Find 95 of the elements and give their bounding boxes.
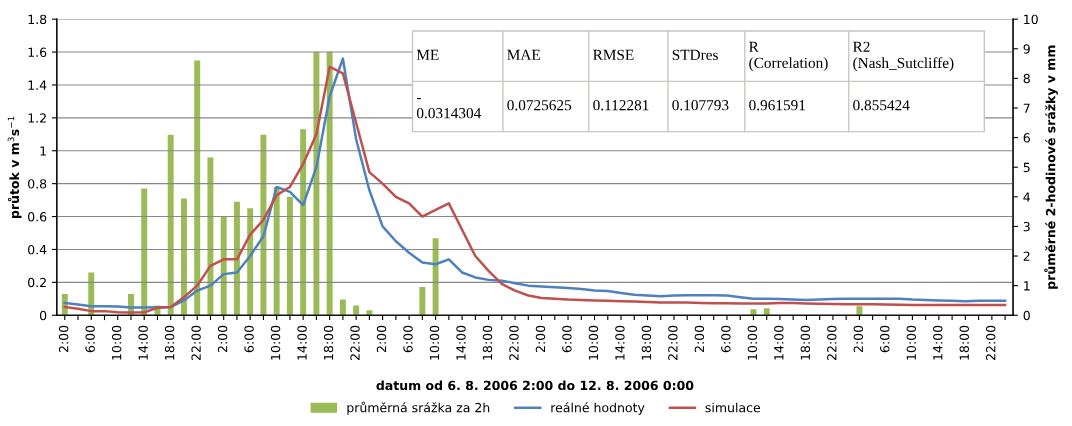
x-tick-label: 18:00: [482, 325, 493, 360]
x-tick-label: 14:00: [297, 325, 307, 360]
bar: [167, 134, 174, 316]
x-tick-label: 22:00: [986, 325, 996, 361]
bar: [141, 188, 148, 316]
annotation: STDres: [672, 49, 718, 60]
bar: [273, 187, 280, 316]
bar: [339, 299, 346, 316]
x-tick-label: 22:00: [191, 325, 201, 361]
annotation: 0.0725625: [507, 100, 572, 111]
y-tick-label: 0.8: [28, 179, 47, 189]
y2-tick-label: 4: [1023, 192, 1031, 202]
x-tick-label: 18:00: [323, 325, 334, 360]
y-tick-label: 1: [40, 146, 46, 156]
x-tick-label: 22:00: [668, 325, 678, 361]
x-tick-label: 2:00: [694, 325, 705, 353]
annotation: 0.855424: [853, 100, 910, 111]
bar: [220, 216, 227, 316]
x-tick-label: 6:00: [244, 325, 254, 353]
bar: [194, 60, 201, 316]
y-tick-label: 0: [39, 310, 47, 321]
annotation: - 0.0314304: [416, 98, 482, 119]
x-tick-label: 6:00: [721, 325, 731, 353]
annotation: RMSE: [593, 49, 634, 60]
y-tick-label: 0.2: [28, 277, 46, 288]
y2-tick-label: 0: [1023, 310, 1030, 321]
bar: [207, 157, 214, 316]
x-tick-label: 14:00: [933, 325, 943, 360]
y2-tick-label: 9: [1023, 44, 1030, 54]
x-tick-label: 2:00: [376, 325, 387, 353]
y2-tick-label: 2: [1023, 251, 1030, 261]
x-tick-label: 6:00: [85, 325, 95, 353]
x-tick-label: 10:00: [588, 325, 599, 360]
annotation: R2 (Nash_Sutcliffe): [853, 41, 954, 72]
legend-label: reálné hodnoty: [551, 402, 645, 415]
x-tick-label: 18:00: [959, 325, 969, 360]
x-tick-label: 2:00: [217, 325, 228, 353]
x-tick-label: 6:00: [562, 325, 572, 353]
annotation: 0.107793: [672, 100, 729, 111]
bar: [286, 196, 293, 316]
bar: [432, 238, 439, 316]
x-tick-label: 2:00: [853, 325, 864, 353]
y2-tick-label: 8: [1023, 73, 1030, 84]
y2-tick-label: 6: [1023, 133, 1030, 143]
bar: [260, 134, 267, 316]
x-tick-label: 18:00: [164, 325, 175, 360]
x-tick-label: 22:00: [509, 325, 519, 361]
legend-label: simulace: [705, 402, 761, 413]
x-tick-label: 14:00: [138, 325, 148, 360]
annotation: ME: [416, 49, 439, 60]
bar: [353, 305, 360, 316]
bar: [763, 308, 770, 316]
bar: [856, 306, 863, 316]
y-tick-label: 1.8: [28, 14, 47, 25]
annotation: 0.112281: [593, 100, 649, 111]
x-tick-label: 10:00: [270, 325, 281, 360]
y-tick-label: 1.6: [28, 47, 47, 57]
x-tick-label: 14:00: [615, 325, 625, 360]
annotation: MAE: [507, 49, 540, 60]
bar: [180, 198, 187, 316]
y-axis-title: průtok v m$^{3}$s$^{−1}$: [7, 116, 22, 218]
y-tick-label: 0.4: [28, 244, 47, 255]
x-tick-label: 2:00: [58, 325, 69, 353]
legend-label: průměrná srážka za 2h: [347, 401, 490, 415]
y2-tick-label: 10: [1024, 14, 1038, 25]
x-tick-label: 2:00: [535, 325, 546, 353]
y2-tick-label: 7: [1023, 103, 1030, 113]
x-tick-label: 18:00: [641, 325, 652, 360]
bar: [326, 51, 333, 316]
x-tick-label: 22:00: [350, 325, 360, 361]
x-axis-title: datum od 6. 8. 2006 2:00 do 12. 8. 2006 0:00: [376, 380, 694, 391]
x-tick-label: 10:00: [747, 325, 758, 360]
x-tick-label: 6:00: [403, 325, 413, 353]
y-tick-label: 0.6: [28, 212, 47, 222]
x-tick-label: 10:00: [111, 325, 122, 360]
bar: [366, 310, 373, 316]
x-tick-label: 14:00: [774, 325, 784, 360]
bar: [750, 309, 757, 316]
x-tick-label: 10:00: [906, 325, 917, 360]
bar: [419, 287, 426, 316]
y2-axis-title: průměrné 2-hodinové srážky v mm: [1044, 45, 1058, 289]
y-tick-label: 1.2: [28, 113, 46, 123]
y2-tick-label: 5: [1023, 162, 1030, 173]
annotation: R (Correlation): [749, 41, 828, 72]
y2-tick-label: 1: [1024, 281, 1030, 291]
bar: [233, 201, 240, 316]
bar: [300, 129, 307, 316]
annotation: 0.961591: [749, 100, 805, 111]
x-tick-label: 22:00: [827, 325, 837, 361]
x-tick-label: 14:00: [456, 325, 466, 360]
x-tick-label: 6:00: [880, 325, 890, 353]
y-tick-label: 1.4: [28, 80, 47, 90]
x-tick-label: 10:00: [429, 325, 440, 360]
y2-tick-label: 3: [1023, 221, 1030, 232]
x-tick-label: 18:00: [800, 325, 811, 360]
